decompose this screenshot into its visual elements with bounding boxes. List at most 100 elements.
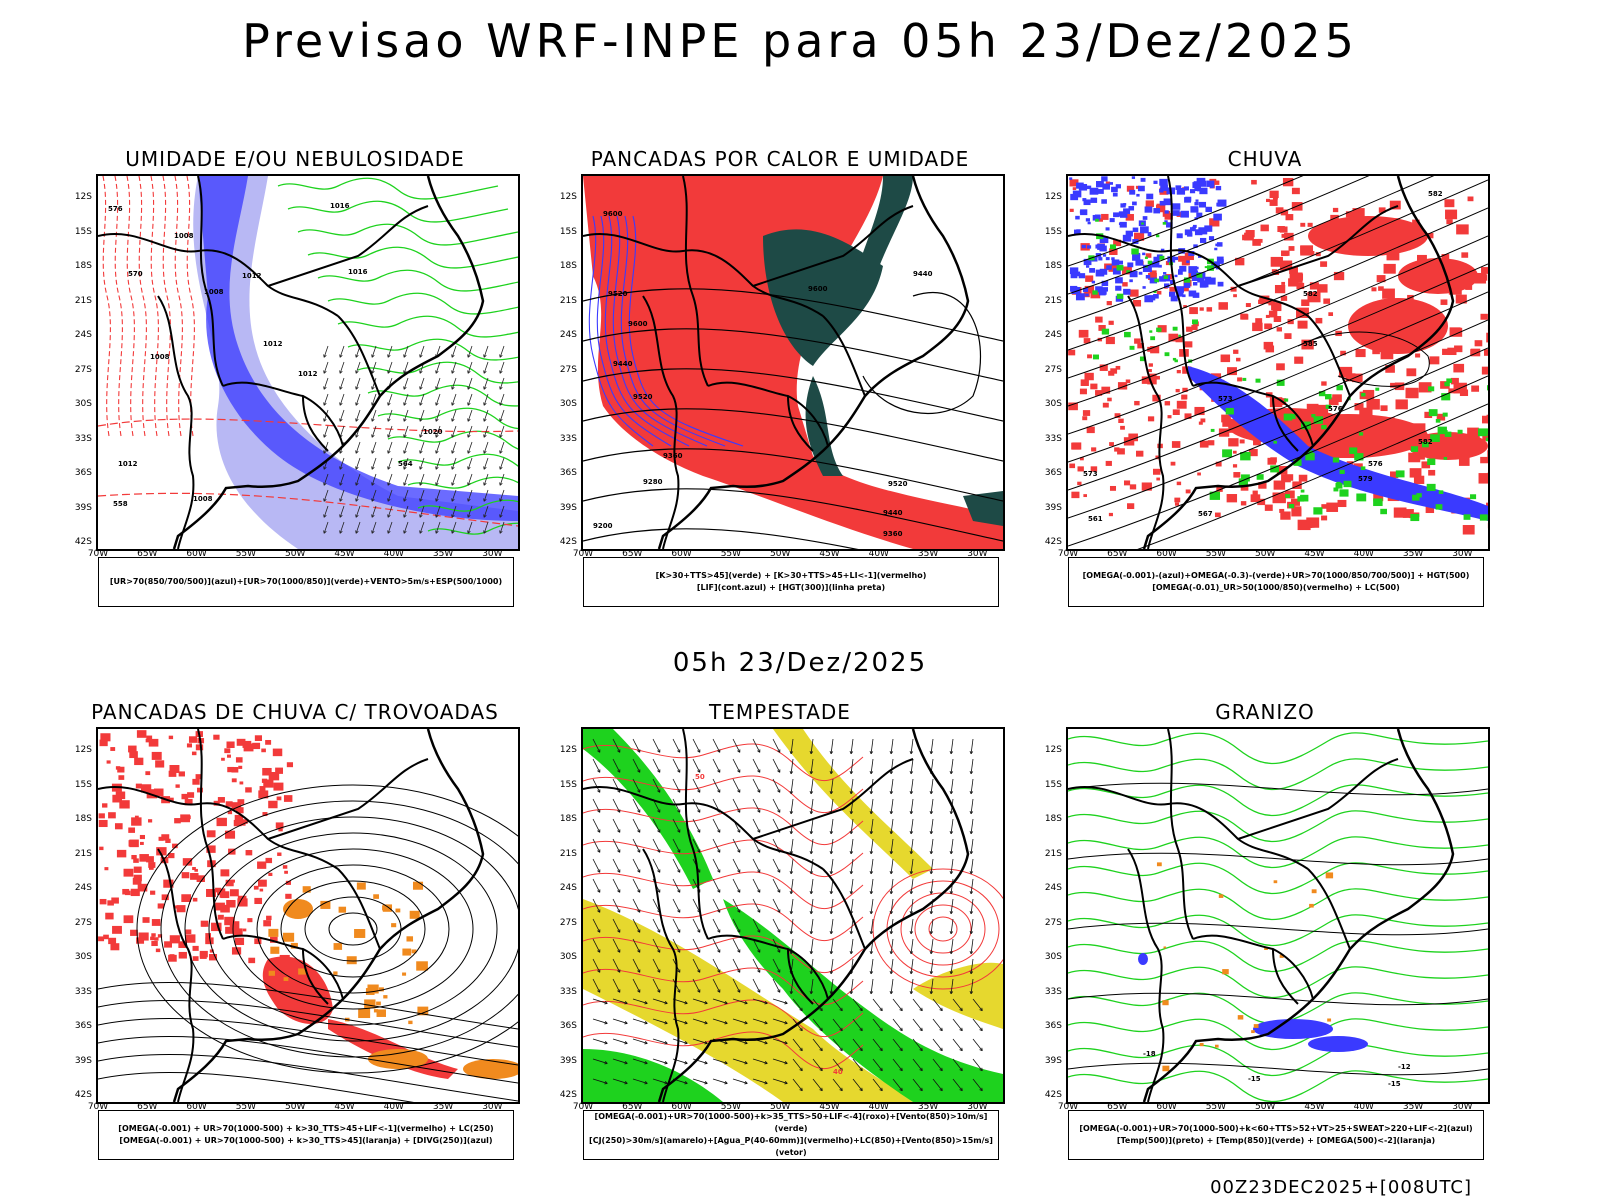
omega-green-cell	[1297, 496, 1305, 502]
wind-vector	[677, 809, 681, 813]
rain-red-cell	[1197, 472, 1201, 476]
wind-vector	[451, 450, 455, 454]
wind-vector	[889, 830, 894, 835]
map-trovoadas[interactable]	[96, 727, 520, 1104]
wind-vector	[677, 969, 681, 973]
wind-vector	[597, 809, 601, 813]
wind-vector	[323, 473, 329, 486]
wind-vector	[499, 466, 503, 470]
wind-vector	[672, 918, 681, 933]
wind-vector	[809, 850, 814, 855]
wind-vector	[852, 1018, 863, 1031]
storm-red-cell	[124, 890, 131, 896]
wind-vector	[672, 818, 681, 833]
wind-vector	[849, 950, 854, 955]
omega-blue-cell	[1095, 269, 1105, 277]
rain-red-cell	[1248, 449, 1258, 457]
wind-vector	[979, 1067, 983, 1072]
rain-red-cell	[1079, 388, 1087, 395]
rain-red-cell	[1084, 285, 1095, 294]
wind-vector	[632, 958, 641, 973]
rain-red-cell	[1175, 388, 1180, 393]
jet-area	[913, 962, 1003, 1029]
wind-vector	[950, 778, 954, 794]
wind-vector	[869, 950, 874, 955]
storm-red-cell	[156, 847, 167, 856]
wind-vector	[612, 978, 621, 993]
storm-red-cell	[231, 802, 242, 810]
omega-green-cell	[1131, 248, 1139, 255]
omega-blue-cell	[1111, 186, 1118, 193]
height-contour	[1068, 291, 1488, 463]
map-pancadas-calor[interactable]: 9600 9520 9600 9440 9520 9600 9440 9360 9280 9200…	[581, 174, 1005, 551]
wind-vector	[403, 354, 407, 358]
storm-orange-cell	[411, 949, 417, 954]
wind-vector	[832, 1018, 843, 1031]
wind-vector	[684, 1021, 688, 1025]
storm-red-cell	[165, 838, 171, 843]
rain-red-cell	[1191, 325, 1198, 331]
wind-vector	[870, 738, 874, 754]
wind-vector	[637, 969, 641, 973]
omega-blue-cell	[1129, 189, 1136, 195]
map-chuva[interactable]: 582 582 585 576 573 582 579 576 573 567 561	[1066, 174, 1490, 551]
wind-vector	[784, 1001, 788, 1005]
rain-red-cell	[1176, 370, 1181, 374]
lat-label: 30S	[1044, 952, 1062, 962]
omega-blue-cell	[1148, 295, 1156, 301]
storm-red-cell	[262, 812, 268, 817]
wind-vector	[732, 958, 741, 973]
rain-red-cell	[1287, 319, 1294, 325]
height-contour	[1068, 235, 1488, 407]
wind-vector	[889, 790, 894, 795]
wind-vector	[810, 978, 814, 994]
rain-red-cell	[1472, 272, 1486, 284]
omega-green-cell	[1428, 409, 1438, 417]
wind-vector	[789, 930, 794, 935]
rain-red-cell	[1478, 473, 1488, 484]
rain-red-cell	[1301, 339, 1314, 350]
wind-vector	[355, 361, 361, 374]
wind-vector	[959, 1027, 963, 1032]
omega-blue-cell	[1198, 255, 1202, 258]
wind-vector	[717, 909, 721, 913]
rain-red-cell	[1446, 219, 1453, 225]
wind-vector	[467, 450, 471, 454]
omega-blue-cell	[1194, 229, 1203, 236]
wind-vector	[950, 738, 954, 754]
wind-vector	[419, 402, 423, 406]
map-umidade[interactable]: 1008 1016 1012 1016 1008 1012 1008 1012 1020 1012…	[96, 174, 520, 551]
wind-vector	[632, 918, 641, 933]
wind-vector	[467, 354, 471, 358]
wind-vector	[889, 890, 894, 895]
lat-label: 24S	[1044, 330, 1062, 340]
wind-vector	[451, 377, 457, 390]
wind-vector	[872, 998, 883, 1011]
wind-vector	[387, 425, 393, 438]
rain-red-cell	[1072, 442, 1082, 450]
omega-blue-cell	[1208, 236, 1215, 241]
storm-orange-cell	[406, 936, 414, 942]
wind-vector	[624, 1081, 628, 1085]
storm-red-cell	[134, 757, 144, 766]
wind-vector	[323, 361, 329, 374]
wind-vector	[451, 354, 455, 358]
storm-red-cell	[98, 813, 105, 819]
storm-area	[262, 956, 333, 1024]
map-tempestade[interactable]: 50 40	[581, 727, 1005, 1104]
rain-red-cell	[1224, 418, 1231, 424]
country-border	[642, 848, 680, 1102]
wind-vector	[799, 1027, 803, 1032]
wind-vector	[652, 838, 661, 853]
map-granizo[interactable]: -18 -15 -12 -15	[1066, 727, 1490, 1104]
omega-blue-cell	[1189, 189, 1196, 194]
wind-vector	[355, 482, 359, 486]
rain-red-cell	[1301, 299, 1310, 306]
wind-vector	[644, 1001, 648, 1005]
wind-vector	[435, 409, 441, 422]
wind-vector	[830, 978, 834, 994]
country-border	[787, 948, 814, 1005]
omega-green-cell	[1426, 483, 1436, 491]
rain-red-cell	[1156, 290, 1162, 295]
wind-vector	[323, 418, 327, 422]
